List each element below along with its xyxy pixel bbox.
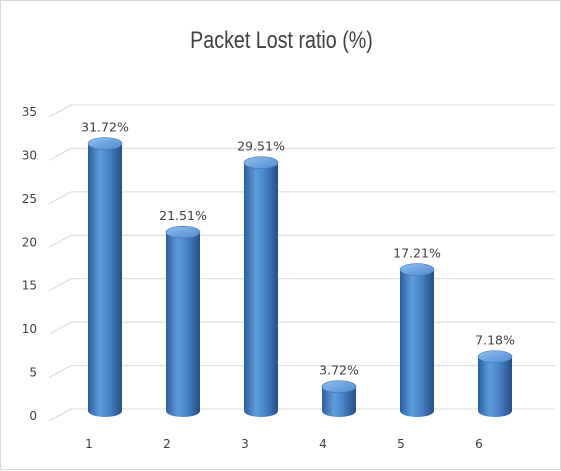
x-tick-label: 2 xyxy=(163,437,171,451)
grid-line-depth xyxy=(48,278,72,292)
grid-line-depth xyxy=(48,104,72,118)
y-tick-label: 35 xyxy=(22,105,37,119)
data-label: 3.72% xyxy=(319,363,359,378)
x-tick-label: 3 xyxy=(241,437,249,451)
data-label: 17.21% xyxy=(393,246,441,261)
bar xyxy=(243,156,279,417)
y-tick-label: 0 xyxy=(29,409,37,423)
y-tick-label: 25 xyxy=(22,192,37,206)
x-axis: 1 2 3 4 5 6 xyxy=(85,437,483,451)
grid-line-depth xyxy=(48,408,72,422)
grid-line-depth xyxy=(48,147,72,161)
grid-line-depth xyxy=(48,191,72,205)
y-tick-label: 10 xyxy=(22,322,37,336)
y-tick-label: 5 xyxy=(29,366,37,380)
bar-top xyxy=(165,225,201,239)
bar-top xyxy=(87,137,123,150)
bar xyxy=(321,380,357,417)
bar-body xyxy=(88,143,122,417)
grid-lines xyxy=(48,104,555,422)
bar xyxy=(477,350,513,417)
bar-top xyxy=(321,380,357,393)
grid-line-depth xyxy=(48,321,72,335)
bar-body xyxy=(400,269,434,417)
grid-line-depth xyxy=(48,234,72,248)
x-tick-label: 5 xyxy=(397,437,405,451)
x-tick-label: 6 xyxy=(475,437,483,451)
y-tick-label: 20 xyxy=(22,235,37,249)
bar-top xyxy=(399,263,435,276)
y-axis: 0 5 10 15 20 25 30 35 xyxy=(22,105,37,423)
bar-body xyxy=(244,162,278,417)
bar-body xyxy=(166,232,200,417)
bar-body xyxy=(322,386,356,417)
data-label: 29.51% xyxy=(237,139,285,154)
bar xyxy=(399,263,435,417)
data-label: 21.51% xyxy=(159,208,207,223)
data-labels: 31.72% 21.51% 29.51% 3.72% 17.21% 7.18% xyxy=(81,119,515,377)
bars xyxy=(87,137,513,417)
data-label: 7.18% xyxy=(475,333,515,348)
y-tick-label: 30 xyxy=(22,148,37,162)
bar xyxy=(87,137,123,417)
grid-line-depth xyxy=(48,365,72,379)
bar-body xyxy=(478,356,512,417)
bar-top xyxy=(477,350,513,363)
y-tick-label: 15 xyxy=(22,279,37,293)
bar xyxy=(165,225,201,417)
chart-title: Packet Lost ratio (%) xyxy=(190,27,373,54)
bar-top xyxy=(243,156,279,169)
x-tick-label: 4 xyxy=(319,437,327,451)
data-label: 31.72% xyxy=(81,119,129,134)
x-tick-label: 1 xyxy=(85,437,93,451)
